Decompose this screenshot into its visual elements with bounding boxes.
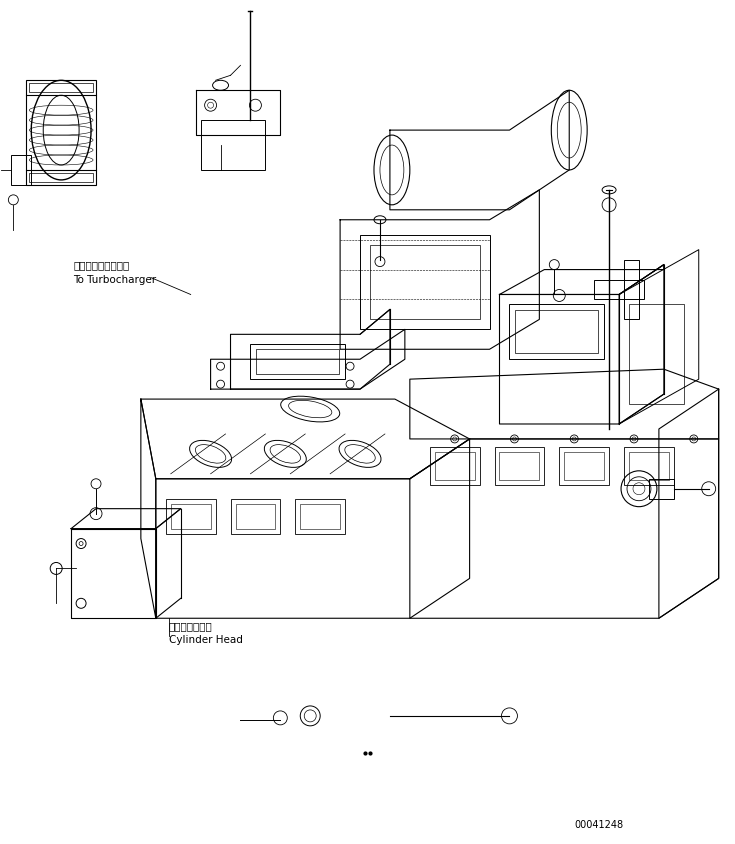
Circle shape <box>79 542 83 546</box>
Bar <box>509 305 604 360</box>
Bar <box>370 246 479 320</box>
Bar <box>301 504 340 529</box>
Bar <box>251 345 345 380</box>
Bar <box>434 452 475 480</box>
Bar <box>166 499 215 534</box>
Bar <box>26 170 96 186</box>
Bar <box>594 280 644 300</box>
Text: シリンダヘッド: シリンダヘッド <box>169 620 212 630</box>
Bar <box>629 452 669 480</box>
Bar <box>29 174 93 182</box>
Bar <box>629 305 684 404</box>
Bar <box>624 260 639 320</box>
Bar <box>11 156 32 186</box>
Bar <box>564 452 604 480</box>
Text: Cylinder Head: Cylinder Head <box>169 635 243 645</box>
Bar <box>495 447 545 485</box>
Bar <box>26 81 96 96</box>
Bar <box>559 447 609 485</box>
Text: To Turbocharger: To Turbocharger <box>73 274 157 284</box>
Text: 00041248: 00041248 <box>574 820 623 830</box>
Bar <box>515 311 598 354</box>
Bar <box>231 499 280 534</box>
Bar <box>500 452 539 480</box>
Bar <box>201 121 265 170</box>
Bar <box>257 350 339 375</box>
Bar <box>624 447 674 485</box>
Bar <box>430 447 479 485</box>
Bar <box>649 479 674 499</box>
Bar <box>360 235 490 330</box>
Bar <box>29 84 93 93</box>
Bar <box>295 499 345 534</box>
Text: ターボチャージャヘ: ターボチャージャヘ <box>73 260 129 270</box>
Bar <box>171 504 211 529</box>
Bar <box>235 504 276 529</box>
